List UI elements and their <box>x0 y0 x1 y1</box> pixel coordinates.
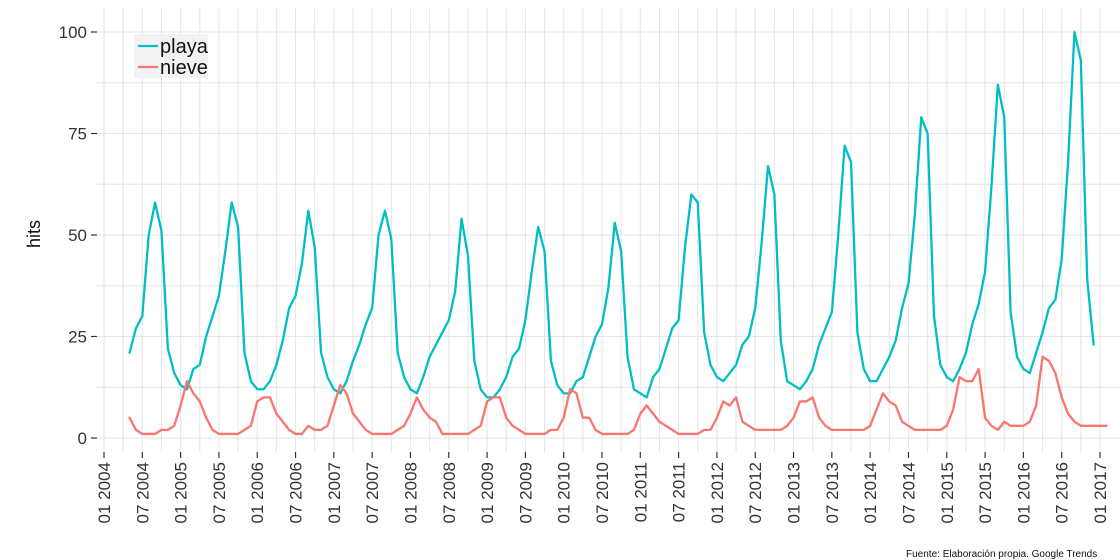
y-tick-label: 50 <box>68 226 87 245</box>
x-tick-label: 01 2017 <box>1091 462 1110 523</box>
x-tick-label: 07 2015 <box>976 462 995 523</box>
y-tick-label: 100 <box>59 23 87 42</box>
y-tick-label: 75 <box>68 125 87 144</box>
x-tick-label: 01 2008 <box>401 462 420 523</box>
x-tick-label: 07 2011 <box>670 462 689 522</box>
x-tick-label: 07 2004 <box>133 462 152 523</box>
x-tick-label: 01 2016 <box>1014 462 1033 523</box>
x-tick-label: 01 2007 <box>325 462 344 523</box>
x-tick-label: 07 2014 <box>899 462 918 523</box>
x-axis: 01 2004 07 2004 01 2005 07 2005 01 2006 07 20… <box>95 452 1110 523</box>
x-tick-label: 01 2014 <box>861 462 880 523</box>
x-tick-label: 01 2006 <box>248 462 267 523</box>
series-line-nieve <box>128 355 1108 436</box>
legend-label-playa: playa <box>160 36 209 58</box>
x-tick-label: 07 2010 <box>593 462 612 523</box>
x-tick-label: 01 2010 <box>555 462 574 523</box>
x-tick-label: 07 2007 <box>363 462 382 523</box>
y-axis: 0 25 50 75 100 <box>59 23 97 448</box>
series-lines <box>128 30 1108 436</box>
x-tick-label: 01 2004 <box>95 462 114 523</box>
x-tick-label: 07 2016 <box>1053 462 1072 523</box>
x-tick-label: 01 2012 <box>708 462 727 523</box>
y-tick-label: 0 <box>78 429 87 448</box>
x-tick-label: 01 2009 <box>478 462 497 523</box>
x-tick-label: 01 2005 <box>172 462 191 523</box>
legend-background <box>134 34 208 78</box>
y-axis-title: hits <box>24 220 44 248</box>
x-tick-label: 01 2015 <box>938 462 957 523</box>
y-tick-label: 25 <box>68 328 87 347</box>
x-tick-label: 07 2006 <box>287 462 306 523</box>
x-tick-label: 07 2012 <box>746 462 765 523</box>
x-tick-label: 01 2011 <box>631 462 650 522</box>
x-tick-label: 07 2008 <box>440 462 459 523</box>
x-tick-label: 07 2005 <box>210 462 229 523</box>
grid <box>96 8 1120 452</box>
chart-caption: Fuente: Elaboración propia. Google Trend… <box>906 549 1097 560</box>
x-tick-label: 01 2013 <box>785 462 804 523</box>
x-tick-label: 07 2009 <box>516 462 535 523</box>
series-line-playa <box>128 30 1095 399</box>
legend-label-nieve: nieve <box>160 57 208 79</box>
x-tick-label: 07 2013 <box>823 462 842 523</box>
